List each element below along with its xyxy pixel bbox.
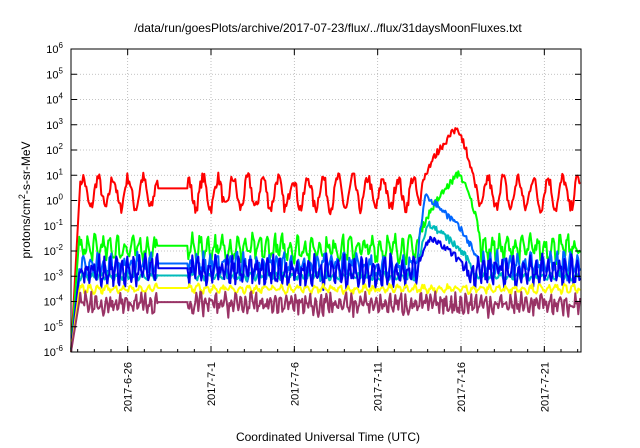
series-line <box>70 290 582 353</box>
y-tick-label: 103 <box>46 117 63 132</box>
y-tick-label-base: 10 <box>46 44 58 56</box>
y-tick-label-base: 10 <box>44 246 56 258</box>
x-tick-label: 2017-6-26 <box>123 362 135 412</box>
axis-ticks: 10-610-510-410-310-210-11001011021031041… <box>44 41 581 412</box>
y-tick-label-exp: -2 <box>56 243 64 252</box>
y-tick-label: 10-1 <box>44 218 64 233</box>
y-tick-label-exp: -5 <box>56 319 64 328</box>
y-tick-label-exp: 6 <box>59 41 64 50</box>
series-line <box>70 282 581 353</box>
x-axis-label: Coordinated Universal Time (UTC) <box>236 430 420 444</box>
y-tick-label-exp: -3 <box>56 268 64 277</box>
x-tick-label: 2017-7-21 <box>539 362 551 412</box>
series-line <box>70 127 581 353</box>
y-tick-label-base: 10 <box>46 95 58 107</box>
y-tick-label-exp: 2 <box>59 142 64 151</box>
series-line <box>70 193 582 353</box>
series-line <box>70 235 582 353</box>
y-tick-label-exp: 0 <box>59 193 64 202</box>
chart-title: /data/run/goesPlots/archive/2017-07-23/f… <box>134 21 522 35</box>
y-tick-label-exp: 3 <box>59 117 64 126</box>
y-tick-label-exp: 4 <box>59 92 64 101</box>
y-tick-label-base: 10 <box>44 347 56 359</box>
y-tick-label-base: 10 <box>44 297 56 309</box>
y-tick-label-base: 10 <box>46 145 58 157</box>
y-tick-label: 10-6 <box>44 344 64 359</box>
y-tick-label: 100 <box>46 193 63 208</box>
series-line <box>70 220 581 353</box>
y-tick-label: 10-3 <box>44 268 64 283</box>
y-axis-label: protons/cm2-s-sr-MeV <box>17 141 33 258</box>
y-tick-label-exp: -1 <box>56 218 64 227</box>
x-tick-label: 2017-7-16 <box>456 362 468 412</box>
y-tick-label: 104 <box>46 92 63 107</box>
y-tick-label-exp: 1 <box>59 167 64 176</box>
x-tick-label: 2017-7-11 <box>373 362 385 411</box>
y-tick-label-exp: -4 <box>56 294 64 303</box>
y-tick-label-base: 10 <box>44 271 56 283</box>
y-tick-label: 106 <box>46 41 63 56</box>
y-tick-label-base: 10 <box>46 69 58 81</box>
y-tick-label: 102 <box>46 142 63 157</box>
y-axis-label-rest: -s-sr-MeV <box>19 141 33 194</box>
y-tick-label: 10-5 <box>44 319 64 334</box>
y-tick-label: 10-4 <box>44 294 64 309</box>
y-tick-label-base: 10 <box>44 322 56 334</box>
y-tick-label-exp: -6 <box>56 344 64 353</box>
y-axis-label-main: protons/cm <box>19 199 33 258</box>
x-tick-label: 2017-7-6 <box>289 362 301 406</box>
y-axis-label-sup: 2 <box>17 194 27 199</box>
y-tick-label-base: 10 <box>46 196 58 208</box>
y-tick-label-base: 10 <box>44 221 56 233</box>
x-tick-label: 2017-7-1 <box>206 362 218 406</box>
y-tick-label: 10-2 <box>44 243 64 258</box>
y-tick-label: 105 <box>46 66 63 81</box>
series-lines <box>70 127 582 353</box>
y-tick-label: 101 <box>46 167 63 182</box>
y-tick-label-base: 10 <box>46 120 58 132</box>
y-tick-label-base: 10 <box>46 170 58 182</box>
y-tick-label-exp: 5 <box>59 66 64 75</box>
